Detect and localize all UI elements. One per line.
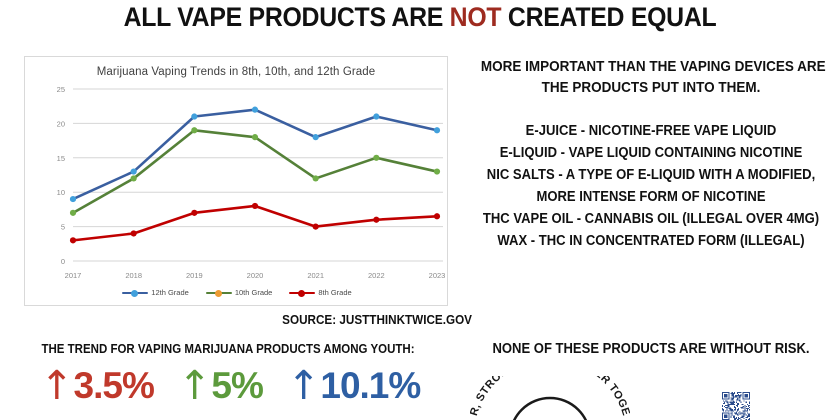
chart-data-point [130, 230, 137, 237]
chart-title: Marijuana Vaping Trends in 8th, 10th, an… [96, 66, 376, 78]
trend-stat-3: ↑ 10.1% [286, 363, 421, 409]
legend-label: 12th Grade [151, 288, 189, 297]
intro-line-2: THE PRODUCTS PUT INTO THEM. [541, 79, 761, 96]
x-axis-tick: 2018 [125, 271, 142, 280]
chart-data-point [312, 223, 319, 230]
up-arrow-icon: ↑ [177, 363, 212, 409]
legend-label: 8th Grade [318, 288, 352, 297]
legend-marker-icon [205, 289, 232, 297]
legend-marker-icon [289, 289, 316, 297]
chart-data-point [373, 113, 380, 120]
chart-data-point [373, 154, 380, 161]
x-axis-tick: 2020 [247, 271, 264, 280]
legend-dot [298, 289, 306, 297]
chart-data-point [251, 106, 259, 113]
product-definition-6: WAX - THC IN CONCENTRATED FORM (ILLEGAL) [497, 233, 805, 249]
chart-legend: 12th Grade 10th Grade 8th Grade [25, 288, 449, 297]
chart-data-point [433, 213, 441, 220]
intro-line-1: MORE IMPORTANT THAN THE VAPING DEVICES A… [480, 58, 826, 75]
chart-plot-area: 0 5 10 15 20 25 2017 2018 2019 2020 2021 2022 2023 [25, 83, 449, 307]
product-definition-1: E-JUICE - NICOTINE-FREE VAPE LIQUID [525, 123, 777, 139]
chart-data-point [191, 127, 198, 134]
chart-data-point [69, 237, 77, 244]
x-axis-tick: 2021 [307, 271, 324, 280]
trend-stat-2: ↑ 5% [177, 363, 264, 409]
product-definition-3: NIC SALTS - A TYPE OF E-LIQUID WITH A MO… [486, 167, 816, 183]
right-text-column: MORE IMPORTANT THAN THE VAPING DEVICES A… [462, 56, 840, 252]
page-title-part2: CREATED EQUAL [501, 2, 717, 32]
up-arrow-icon: ↑ [40, 363, 74, 409]
chart-data-point [130, 168, 137, 175]
closing-statement: NONE OF THESE PRODUCTS ARE WITHOUT RISK. [492, 341, 810, 357]
product-definition-5: THC VAPE OIL - CANNABIS OIL (ILLEGAL OVE… [482, 211, 820, 227]
x-axis-tick: 2017 [65, 271, 82, 280]
legend-label: 10th Grade [234, 288, 273, 297]
trend-stat-value: 5% [211, 365, 263, 406]
chart-data-point [312, 134, 319, 141]
legend-dot [214, 289, 222, 297]
chart-data-point [433, 127, 441, 134]
logo-arc-text: R, STRONGER, AND BETTER TOGE [470, 376, 630, 417]
chart-data-point [130, 175, 137, 182]
chart-series-line-10th-grade [71, 128, 439, 215]
x-axis-tick: 2023 [429, 271, 446, 280]
legend-marker-icon [122, 289, 149, 297]
y-axis-tick: 20 [57, 119, 65, 128]
chart-data-point [251, 134, 259, 141]
chart-card: Marijuana Vaping Trends in 8th, 10th, an… [24, 56, 448, 306]
y-axis-tick: 15 [57, 154, 65, 163]
product-definition-4: MORE INTENSE FORM OF NICOTINE [536, 189, 766, 205]
trend-stat-value: 3.5% [73, 365, 155, 406]
x-axis-tick: 2022 [368, 271, 385, 280]
organization-logo: R, STRONGER, AND BETTER TOGE [470, 376, 630, 420]
product-definition-2: E-LIQUID - VAPE LIQUID CONTAINING NICOTI… [499, 145, 803, 161]
x-axis-tick: 2019 [186, 271, 203, 280]
chart-data-point [312, 175, 319, 182]
y-axis-tick: 10 [57, 188, 65, 197]
chart-series-line-8th-grade [71, 204, 439, 242]
logo-ring [512, 396, 588, 420]
qr-code[interactable] [697, 392, 775, 420]
up-arrow-icon: ↑ [286, 363, 321, 409]
page-title-part1: ALL VAPE PRODUCTS ARE [123, 2, 450, 32]
y-axis-tick: 25 [57, 85, 65, 94]
chart-data-point [433, 168, 441, 175]
chart-data-point [251, 202, 259, 210]
trend-stats-row: ↑ 3.5% ↑ 5% ↑ 10.1% [40, 363, 440, 409]
qr-code-svg[interactable] [697, 392, 775, 420]
chart-data-point [373, 216, 380, 223]
logo-svg: R, STRONGER, AND BETTER TOGE [470, 376, 630, 420]
chart-data-point [191, 113, 198, 120]
trend-heading: THE TREND FOR VAPING MARIJUANA PRODUCTS … [41, 342, 415, 356]
chart-data-point [69, 195, 77, 203]
chart-data-point [191, 209, 198, 216]
trend-stat-1: ↑ 3.5% [40, 363, 155, 409]
legend-dot [131, 289, 139, 297]
product-definitions-list: E-JUICE - NICOTINE-FREE VAPE LIQUID E-LIQ… [462, 120, 840, 252]
legend-item-8th-grade[interactable]: 8th Grade [289, 288, 352, 297]
chart-data-point [69, 209, 77, 216]
page-title: ALL VAPE PRODUCTS ARE NOT CREATED EQUAL [34, 2, 807, 33]
trend-stat-value: 10.1% [320, 365, 421, 406]
y-axis-tick: 5 [61, 223, 65, 232]
line-chart-svg: 0 5 10 15 20 25 2017 2018 2019 2020 2021 2022 2023 [57, 85, 446, 280]
source-citation: SOURCE: JUSTTHINKTWICE.GOV [282, 312, 472, 327]
legend-item-12th-grade[interactable]: 12th Grade [122, 288, 189, 297]
page-title-emphasis: NOT [449, 2, 502, 32]
y-axis-tick: 0 [61, 257, 65, 266]
legend-item-10th-grade[interactable]: 10th Grade [205, 288, 273, 297]
